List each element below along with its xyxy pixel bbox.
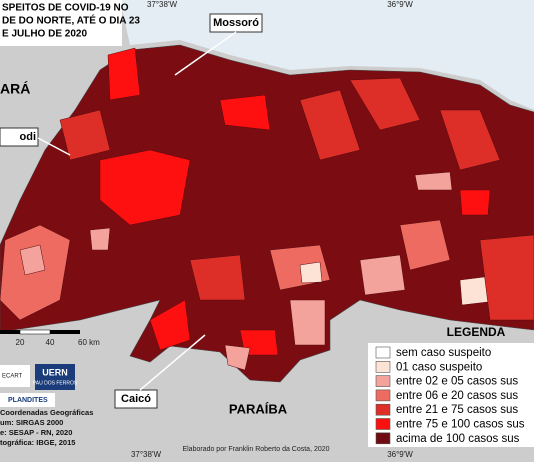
credit-line: Coordenadas Geográficas: [0, 408, 93, 417]
city-label: Caicó: [121, 393, 151, 405]
title-line: DE DO NORTE, ATÉ O DIA 23: [2, 14, 140, 27]
state-label: ARÁ: [0, 81, 30, 97]
city-label: odi: [20, 131, 37, 143]
legend-swatch: [375, 360, 391, 373]
logo-text: PLANDITES: [8, 397, 48, 404]
legend-label: 01 caso suspeito: [396, 361, 482, 373]
scale-label: 60 km: [78, 338, 100, 347]
title-box: [0, 0, 122, 46]
pointer: [139, 334, 206, 391]
state-label: PARAÍBA: [229, 401, 288, 416]
logo-text: PAU DOS FERROS: [33, 380, 78, 386]
logo-text: ECART: [2, 374, 23, 380]
logo-text: UERN: [42, 367, 68, 377]
legend-title: LEGENDA: [447, 325, 506, 339]
label-box: [114, 389, 158, 409]
scale-label: 20: [16, 338, 25, 347]
state: [0, 44, 534, 383]
label-box: [0, 127, 39, 147]
scale-bar: 20 40 60 km: [0, 329, 100, 347]
title-line: SPEITOS DE COVID-19 NO: [2, 3, 129, 14]
legend-label: entre 75 e 100 casos sus: [396, 419, 525, 431]
pointer: [174, 31, 237, 76]
pointer: [37, 137, 71, 156]
legend-label: entre 02 e 05 casos sus: [396, 376, 518, 388]
legend-swatch: [375, 375, 391, 387]
logo: [0, 365, 30, 387]
credit-line: tográfica: IBGE, 2015: [0, 438, 75, 447]
legend-swatch: [375, 418, 391, 430]
title-line: E JULHO DE 2020: [2, 29, 87, 40]
author: Elaborado por Franklin Roberto da Costa,…: [182, 446, 329, 453]
legend-box: [368, 343, 534, 447]
coordinate: 36°9'W: [387, 0, 413, 9]
legend-swatch: [375, 403, 391, 416]
legend-label: entre 21 e 75 casos sus: [396, 404, 518, 416]
municipalities: [0, 47, 534, 371]
legend-swatch: [375, 346, 391, 359]
legend-swatch: [375, 432, 391, 445]
scale-label: 40: [46, 338, 55, 347]
legend-label: sem caso suspeito: [396, 347, 491, 359]
coordinate: 37°38'W: [147, 0, 178, 9]
coordinate: 37°38'W: [131, 450, 162, 459]
legend-label: acima de 100 casos sus: [396, 433, 520, 445]
credit-line: e: SESAP - RN, 2020: [0, 428, 72, 437]
logo: [0, 393, 55, 407]
legend-swatch: [375, 389, 391, 402]
city-label: Mossoró: [213, 17, 259, 29]
logo: [35, 364, 75, 390]
credit-line: um: SIRGAS 2000: [0, 418, 63, 427]
coordinate: 36°9'W: [387, 450, 413, 459]
legend-label: entre 06 e 20 casos sus: [396, 390, 518, 402]
legend: sem caso suspeito 01 caso suspeito entre 0…: [375, 346, 525, 445]
